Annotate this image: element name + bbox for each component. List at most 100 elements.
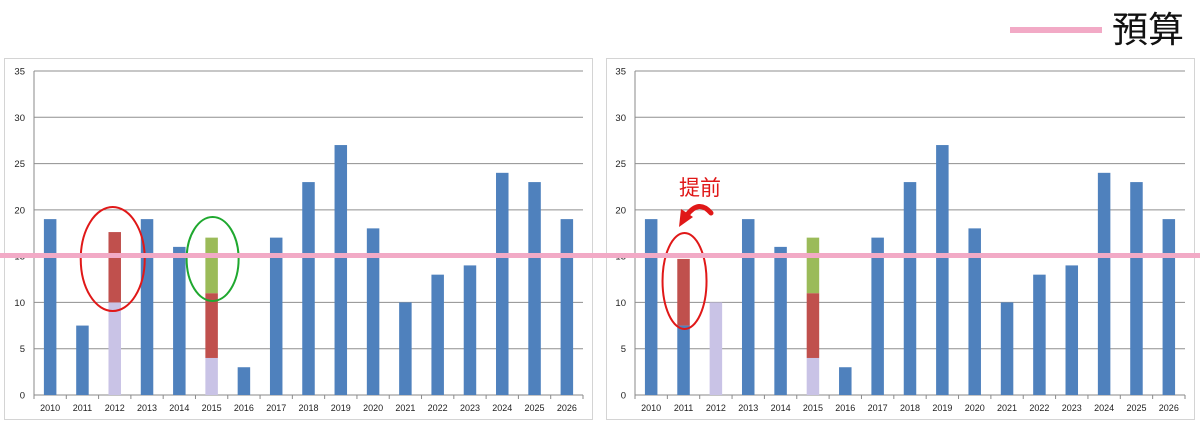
legend-swatch-budget [1010, 27, 1102, 33]
highlight-ellipse-2015 [185, 216, 240, 302]
x-tick-label: 2022 [1029, 403, 1049, 413]
x-tick-label: 2012 [706, 403, 726, 413]
legend-label: 預算 [1112, 9, 1185, 50]
y-tick-label: 0 [20, 391, 25, 402]
legend: 預算 [1006, 4, 1196, 54]
y-tick-label: 35 [14, 67, 25, 78]
y-tick-label: 20 [615, 205, 626, 216]
x-tick-label: 2021 [997, 403, 1017, 413]
x-tick-label: 2017 [266, 403, 286, 413]
x-tick-label: 2023 [1062, 403, 1082, 413]
annotation-arrowhead [679, 209, 693, 227]
bar [269, 237, 283, 395]
bar [741, 219, 755, 395]
y-tick-label: 30 [615, 113, 626, 124]
x-tick-label: 2015 [803, 403, 823, 413]
x-tick-label: 2021 [395, 403, 415, 413]
bar [302, 182, 315, 395]
x-tick-label: 2013 [738, 403, 758, 413]
x-tick-label: 2011 [73, 403, 92, 413]
x-tick-label: 2014 [169, 403, 189, 413]
bar [108, 302, 121, 395]
y-tick-label: 10 [14, 298, 25, 309]
bar [205, 357, 218, 395]
x-tick-label: 2016 [234, 403, 254, 413]
bar [677, 258, 690, 326]
x-tick-label: 2019 [932, 403, 952, 413]
x-tick-label: 2026 [1159, 403, 1179, 413]
x-tick-label: 2018 [298, 403, 318, 413]
bar [806, 357, 820, 395]
bar [644, 219, 658, 395]
bar [528, 182, 541, 395]
bar [334, 145, 348, 395]
bar [806, 293, 820, 358]
bar [968, 228, 981, 395]
x-tick-label: 2012 [105, 403, 125, 413]
bar [806, 237, 820, 294]
highlight-ellipse-2011 [661, 232, 708, 330]
bar [43, 219, 57, 395]
bar [431, 274, 444, 395]
x-tick-label: 2010 [641, 403, 661, 413]
bar [903, 182, 917, 395]
bar [936, 145, 949, 395]
y-tick-label: 25 [14, 159, 25, 170]
x-tick-label: 2020 [363, 403, 383, 413]
x-tick-label: 2025 [525, 403, 545, 413]
annotation-text: 提前 [679, 177, 721, 200]
bar [839, 367, 852, 395]
bar [1065, 265, 1079, 395]
x-tick-label: 2024 [1094, 403, 1114, 413]
x-tick-label: 2024 [492, 403, 512, 413]
bar [1033, 274, 1046, 395]
highlight-ellipse-2012 [79, 206, 146, 312]
bar [108, 232, 121, 303]
budget-line [0, 253, 1200, 258]
bar [140, 219, 154, 395]
bar [237, 367, 251, 395]
bar [1000, 302, 1014, 395]
bar [560, 219, 574, 395]
y-tick-label: 20 [14, 205, 25, 216]
y-tick-label: 5 [20, 344, 25, 355]
bar [463, 265, 477, 395]
y-tick-label: 35 [615, 67, 626, 78]
x-tick-label: 2025 [1126, 403, 1146, 413]
x-tick-label: 2015 [202, 403, 222, 413]
bar [774, 246, 787, 395]
bar [399, 302, 412, 395]
annotation-arrow [684, 204, 714, 218]
x-tick-label: 2016 [835, 403, 855, 413]
y-tick-label: 25 [615, 159, 626, 170]
bar [76, 325, 89, 395]
bar [366, 228, 380, 395]
x-tick-label: 2017 [868, 403, 888, 413]
x-tick-label: 2011 [674, 403, 693, 413]
x-tick-label: 2013 [137, 403, 157, 413]
bar [1162, 219, 1176, 395]
x-tick-label: 2014 [771, 403, 791, 413]
x-tick-label: 2026 [557, 403, 577, 413]
y-tick-label: 0 [621, 391, 626, 402]
bar [1130, 182, 1143, 395]
bar [709, 302, 723, 395]
bar-chart-right: 0510152025303520102011201220132014201520… [615, 67, 1186, 413]
y-tick-label: 5 [621, 344, 626, 355]
bar [205, 293, 218, 358]
bar [1097, 172, 1111, 395]
x-tick-label: 2010 [40, 403, 60, 413]
bar [871, 237, 884, 395]
bar [173, 246, 186, 395]
bar [205, 237, 218, 294]
x-tick-label: 2023 [460, 403, 480, 413]
x-tick-label: 2020 [965, 403, 985, 413]
y-tick-label: 10 [615, 298, 626, 309]
x-tick-label: 2019 [331, 403, 351, 413]
x-tick-label: 2022 [428, 403, 448, 413]
chart-panel-left: 0510152025303520102011201220132014201520… [4, 58, 593, 420]
bar-chart-left: 0510152025303520102011201220132014201520… [14, 67, 584, 413]
chart-panel-right: 0510152025303520102011201220132014201520… [606, 58, 1195, 420]
x-tick-label: 2018 [900, 403, 920, 413]
bar [677, 325, 690, 395]
